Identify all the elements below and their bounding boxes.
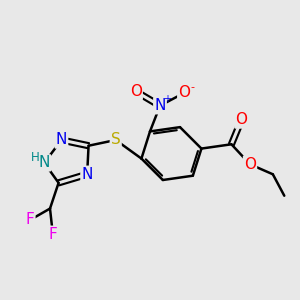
Text: N: N [39,155,50,170]
Text: S: S [111,133,121,148]
Text: O: O [244,157,256,172]
Text: F: F [26,212,34,227]
Text: O: O [236,112,247,128]
Text: N: N [82,167,93,182]
Text: N: N [56,133,67,148]
Text: O: O [178,85,190,100]
Text: -: - [191,82,195,92]
Text: H: H [31,151,40,164]
Text: O: O [130,84,142,99]
Text: +: + [163,94,171,103]
Text: F: F [49,227,57,242]
Text: N: N [154,98,166,113]
